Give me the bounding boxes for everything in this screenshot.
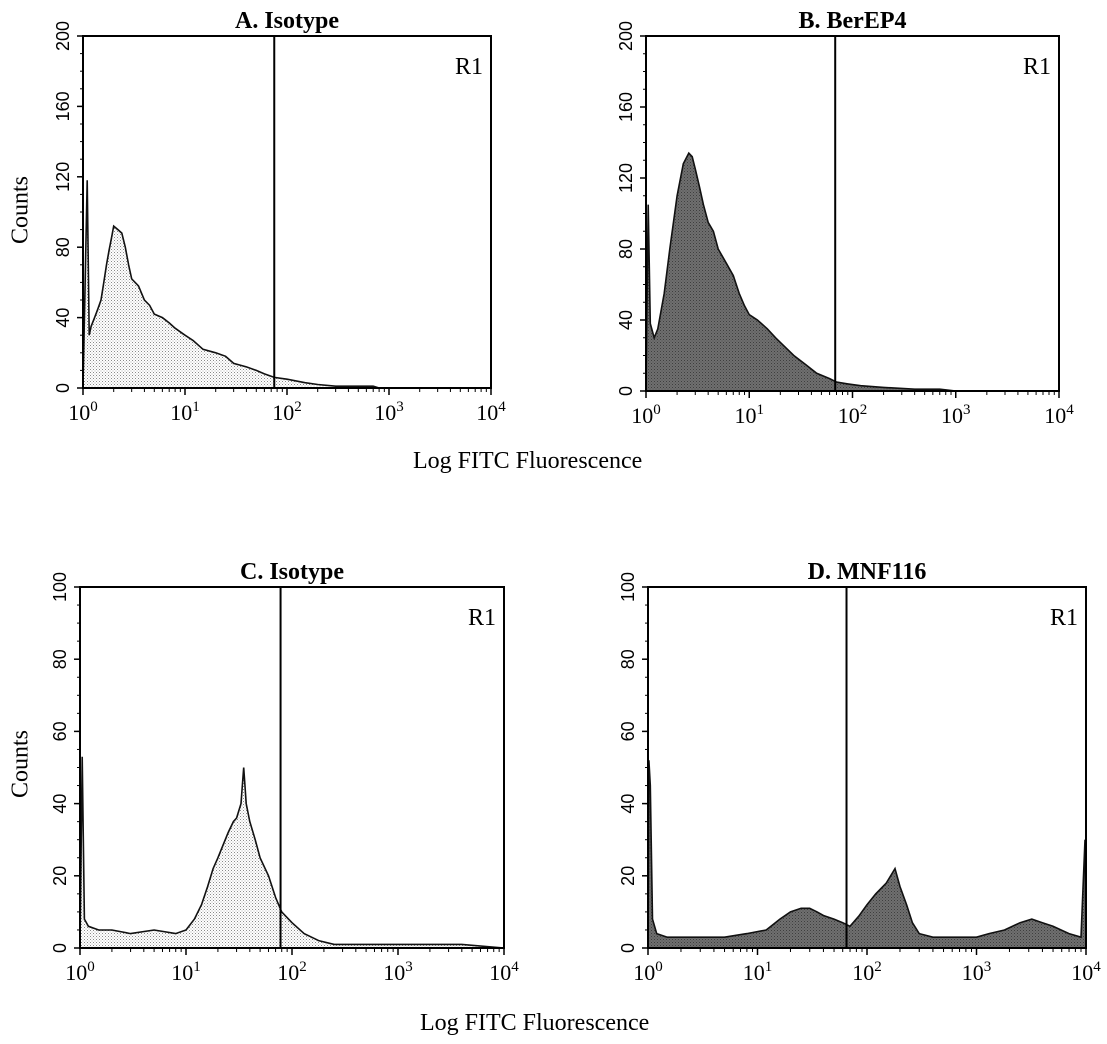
- chart-title: B. BerEP4: [799, 8, 907, 34]
- y-tick-label: 40: [618, 794, 638, 814]
- chart-title: D. MNF116: [808, 559, 927, 585]
- x-axis-label-bottom: Log FITC Fluorescence: [420, 1010, 650, 1036]
- x-tick-label: 101: [171, 959, 201, 985]
- y-tick-label: 100: [618, 572, 638, 602]
- chart-panel-1: B. BerEP4 R1 0 40 80 120 160 200 100 101 102 103 104: [616, 8, 1074, 428]
- y-tick-label: 160: [616, 92, 636, 122]
- x-tick-label: 101: [735, 402, 765, 428]
- x-tick-label: 100: [631, 402, 661, 428]
- plot-frame: [647, 586, 1087, 949]
- histogram-area: [80, 756, 504, 948]
- x-tick-label: 102: [272, 399, 302, 425]
- plot-frame: [79, 586, 505, 949]
- y-tick-label: 200: [616, 21, 636, 51]
- y-tick-label: 0: [616, 386, 636, 396]
- y-tick-label: 40: [50, 794, 70, 814]
- y-tick-label: 80: [618, 649, 638, 669]
- x-tick-label: 103: [383, 959, 413, 985]
- x-tick-label: 104: [476, 399, 506, 425]
- x-tick-label: 103: [374, 399, 404, 425]
- y-tick-label: 200: [53, 21, 73, 51]
- y-tick-label: 80: [50, 649, 70, 669]
- x-tick-label: 104: [1071, 959, 1101, 985]
- y-tick-label: 20: [618, 866, 638, 886]
- x-tick-label: 102: [277, 959, 307, 985]
- y-tick-label: 80: [53, 237, 73, 257]
- y-tick-label: 80: [616, 239, 636, 259]
- histogram-area: [83, 180, 491, 388]
- x-tick-label: 102: [852, 959, 882, 985]
- y-tick-label: 120: [53, 162, 73, 192]
- y-tick-label: 0: [618, 943, 638, 953]
- region-label: R1: [455, 54, 483, 80]
- y-tick-label: 60: [50, 721, 70, 741]
- histogram-outline: [79, 756, 505, 949]
- histogram-area: [648, 760, 1086, 948]
- x-axis-label-top: Log FITC Fluorescence: [413, 448, 643, 474]
- y-tick-label: 60: [618, 721, 638, 741]
- region-label: R1: [468, 605, 496, 631]
- y-tick-label: 0: [50, 943, 70, 953]
- y-axis-label: Counts: [8, 176, 34, 244]
- y-tick-label: 0: [53, 383, 73, 393]
- histogram-outline: [645, 151, 1059, 392]
- chart-panel-2: C. Isotype R1 0 20 40 60 80 100 100 101 102 103 104 C…: [8, 559, 520, 985]
- y-tick-label: 40: [616, 310, 636, 330]
- chart-panel-3: D. MNF116 R1 0 20 40 60 80 100 100 101 102 103 104: [618, 559, 1101, 985]
- x-tick-label: 103: [941, 402, 971, 428]
- x-tick-label: 100: [65, 959, 95, 985]
- y-tick-label: 160: [53, 91, 73, 121]
- x-tick-label: 103: [962, 959, 992, 985]
- x-tick-label: 104: [489, 959, 519, 985]
- y-axis-label: Counts: [8, 730, 34, 798]
- x-tick-label: 104: [1044, 402, 1074, 428]
- histogram-outline: [82, 180, 491, 389]
- chart-title: A. Isotype: [235, 8, 339, 34]
- y-tick-label: 40: [53, 308, 73, 328]
- region-label: R1: [1050, 605, 1078, 631]
- y-tick-label: 120: [616, 163, 636, 193]
- x-tick-label: 102: [838, 402, 868, 428]
- x-tick-label: 101: [743, 959, 773, 985]
- chart-panel-0: A. Isotype R1 0 40 80 120 160 200 100 101 102 103 10…: [8, 8, 507, 425]
- x-tick-label: 101: [170, 399, 200, 425]
- histogram-area: [646, 153, 1059, 391]
- chart-title: C. Isotype: [240, 559, 344, 585]
- histogram-outline: [647, 760, 1087, 949]
- y-tick-label: 20: [50, 866, 70, 886]
- region-label: R1: [1023, 54, 1051, 80]
- x-tick-label: 100: [633, 959, 663, 985]
- x-tick-label: 100: [68, 399, 98, 425]
- y-tick-label: 100: [50, 572, 70, 602]
